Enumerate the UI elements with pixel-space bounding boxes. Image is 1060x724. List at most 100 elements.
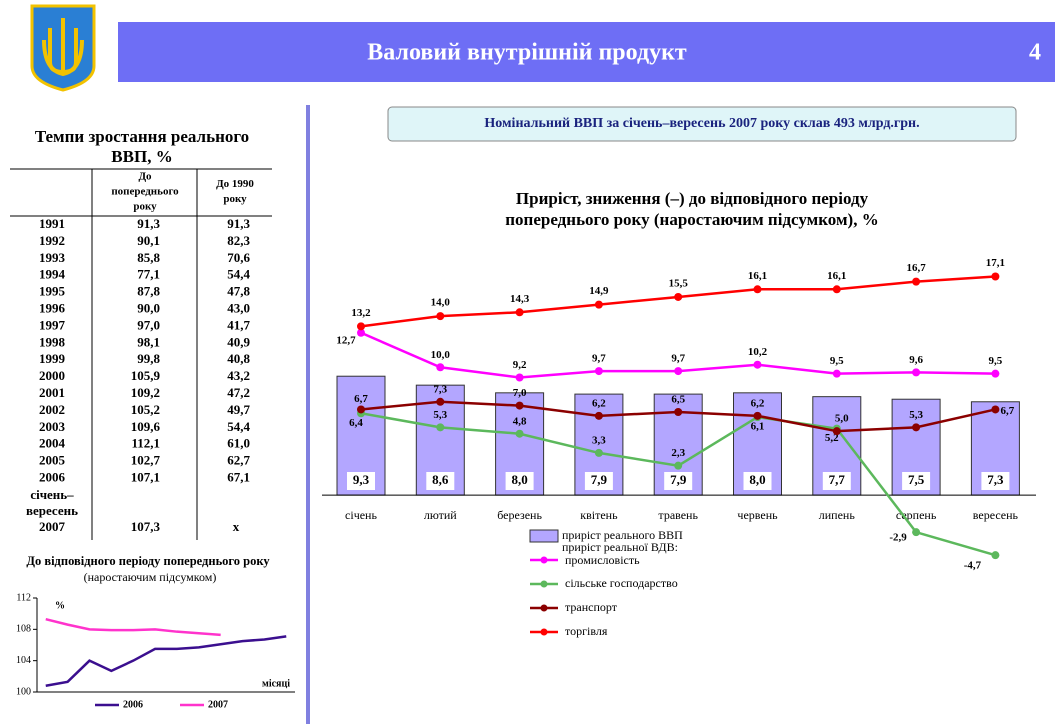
data-label: 6,2: [592, 397, 606, 409]
bar-label: 7,9: [670, 472, 687, 487]
bar-label: 9,3: [353, 472, 370, 487]
column-header: року: [223, 193, 247, 205]
point: [753, 411, 762, 420]
data-label: 16,7: [906, 262, 926, 274]
y-tick-label: 104: [16, 655, 31, 666]
point: [357, 322, 365, 331]
row-label: 2001: [39, 385, 65, 400]
legend-label: сільське господарство: [565, 576, 678, 590]
row-label: 2002: [39, 402, 65, 417]
point: [515, 429, 524, 438]
row-label: 1991: [39, 216, 65, 231]
point: [594, 367, 603, 376]
legend-label: торгівля: [565, 624, 608, 638]
table-cell: 109,2: [131, 385, 160, 400]
row-label: 1997: [39, 317, 66, 332]
x-tick-label: лютий: [424, 508, 457, 522]
table-cell: 47,2: [227, 385, 250, 400]
legend-label: транспорт: [565, 600, 618, 614]
banner-box: [387, 106, 1017, 142]
point: [357, 405, 365, 414]
data-label: 7,3: [433, 383, 447, 395]
data-label: 14,3: [510, 293, 530, 305]
legend-heading: приріст реальної ВДВ:: [562, 540, 678, 554]
header-bar: [118, 22, 1055, 82]
bar-label: 8,0: [749, 472, 765, 487]
row-label: 2000: [39, 368, 65, 383]
point: [674, 408, 683, 416]
y-tick-label: 112: [16, 592, 31, 603]
row-label: січень–: [30, 487, 74, 502]
chart-subtitle: (наростаючим підсумком): [84, 570, 217, 584]
row-label: 2006: [39, 469, 66, 484]
table-cell: 99,8: [137, 351, 160, 366]
point: [912, 423, 921, 432]
row-label: вересень: [26, 503, 78, 518]
data-label: 9,7: [671, 353, 685, 365]
data-label: 14,0: [431, 297, 451, 309]
table-cell: 49,7: [227, 402, 250, 417]
data-label: 5,0: [835, 413, 849, 425]
point: [912, 277, 921, 286]
point: [753, 360, 762, 369]
bar-label-box: [822, 472, 851, 490]
data-label: 13,2: [351, 307, 371, 319]
point: [594, 300, 603, 309]
bar-label: 8,0: [511, 472, 527, 487]
row-label: 1993: [39, 250, 66, 265]
point: [436, 312, 445, 321]
table-cell: 54,4: [227, 419, 250, 434]
data-label: -2,9: [889, 532, 907, 544]
row-label: 2005: [39, 453, 66, 468]
y-tick-label: 100: [16, 686, 31, 697]
legend-marker: [540, 628, 548, 636]
table-cell: x: [233, 519, 240, 534]
chart-title: попереднього року (наростаючим підсумком…: [505, 210, 878, 229]
point: [674, 461, 683, 470]
x-tick-label: вересень: [973, 508, 1019, 522]
row-label: 1992: [39, 233, 65, 248]
point: [674, 367, 683, 376]
data-label: 16,1: [748, 270, 767, 282]
data-label: 6,1: [751, 421, 765, 433]
table-cell: 40,9: [227, 334, 250, 349]
table-cell: 41,7: [227, 317, 250, 332]
column-header: року: [133, 201, 157, 213]
row-label: 2003: [39, 419, 66, 434]
data-label: 5,3: [433, 409, 447, 421]
bar-label-box: [743, 472, 772, 490]
point: [357, 328, 365, 337]
x-tick-label: травень: [658, 508, 698, 522]
table-cell: 90,0: [137, 300, 160, 315]
page-number: 4: [1029, 40, 1041, 66]
row-label: 1999: [39, 351, 66, 366]
data-label: 6,7: [1001, 405, 1015, 417]
data-label: 5,3: [909, 409, 923, 421]
y-tick-label: 108: [16, 624, 31, 635]
data-label: 10,0: [431, 349, 451, 361]
table-cell: 77,1: [137, 267, 160, 282]
divider: [306, 105, 310, 724]
line: [45, 617, 221, 637]
x-tick-label: січень: [345, 508, 377, 522]
row-label: 1996: [39, 300, 66, 315]
data-label: 6,4: [349, 417, 363, 429]
table-cell: 85,8: [137, 250, 160, 265]
point: [436, 363, 445, 372]
row-label: 2004: [39, 436, 66, 451]
legend-label: приріст реального ВВП: [562, 528, 683, 542]
point: [832, 427, 841, 436]
legend-label: 2007: [208, 699, 228, 710]
table-cell: 40,8: [227, 351, 250, 366]
row-label: 1994: [39, 267, 66, 282]
x-tick-label: березень: [497, 508, 542, 522]
data-label: 9,6: [909, 354, 923, 366]
table-title: Темпи зростання реального: [35, 127, 249, 146]
x-tick-label: липень: [819, 508, 856, 522]
data-label: 2,3: [671, 447, 685, 459]
table-cell: 91,3: [137, 216, 160, 231]
table-cell: 43,2: [227, 368, 250, 383]
coat-of-arms: [30, 4, 96, 92]
table-cell: 47,8: [227, 284, 250, 299]
legend-label: промисловість: [565, 553, 640, 567]
